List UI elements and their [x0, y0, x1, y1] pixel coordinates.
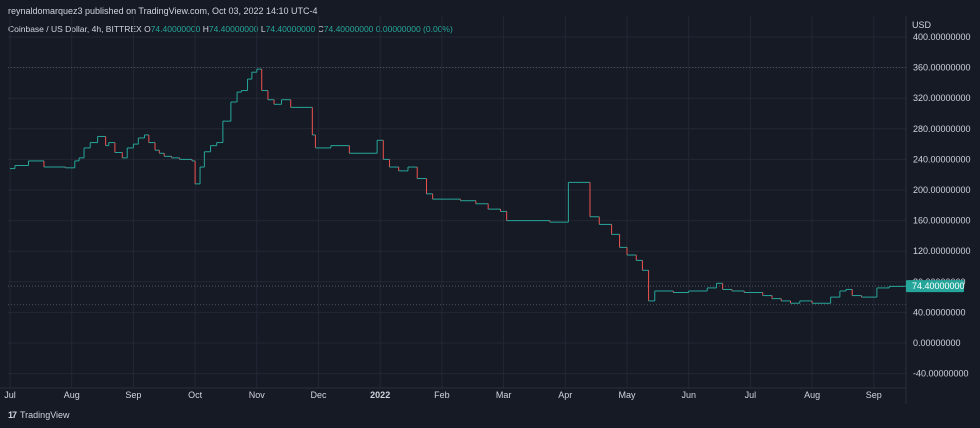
y-tick-label: 280.00000000	[913, 124, 971, 134]
x-tick-label: 2022	[370, 390, 390, 400]
x-tick-label: Oct	[188, 390, 203, 400]
x-tick-label: Aug	[804, 390, 820, 400]
y-tick-label: 400.00000000	[913, 32, 971, 42]
x-tick-label: Feb	[434, 390, 450, 400]
publisher-header: reynaldomarquez3 published on TradingVie…	[8, 6, 318, 16]
symbol-title: Coinbase / US Dollar, 4h, BITTREX	[8, 24, 142, 34]
currency-label: USD	[912, 20, 932, 30]
x-tick-label: Apr	[558, 390, 572, 400]
y-tick-label: 200.00000000	[913, 185, 971, 195]
y-tick-label: 40.00000000	[913, 307, 966, 317]
close-label: C	[317, 24, 324, 34]
x-tick-label: Jul	[745, 390, 757, 400]
tradingview-logo-icon: 17	[8, 410, 17, 420]
x-tick-label: Dec	[310, 390, 327, 400]
x-tick-label: Sep	[866, 390, 882, 400]
close-value: 74.40000000	[323, 24, 374, 34]
y-tick-label: -40.00000000	[913, 369, 969, 379]
tradingview-footer[interactable]: 17 TradingView	[8, 410, 70, 420]
x-tick-label: May	[618, 390, 636, 400]
y-tick-label: 320.00000000	[913, 93, 971, 103]
x-tick-label: Jul	[4, 390, 16, 400]
ohlc-legend: Coinbase / US Dollar, 4h, BITTREX O74.40…	[8, 24, 453, 34]
y-tick-label: 240.00000000	[913, 154, 971, 164]
current-price-badge	[906, 280, 964, 293]
tradingview-brand: TradingView	[20, 410, 70, 420]
x-tick-label: Aug	[64, 390, 80, 400]
high-label: H	[202, 24, 209, 34]
current-price-label: 74.40000000	[912, 281, 965, 291]
change-value: 0.00000000 (0.00%)	[375, 24, 453, 34]
x-tick-label: Mar	[496, 390, 512, 400]
x-tick-label: Sep	[125, 390, 141, 400]
open-value: 74.40000000	[150, 24, 201, 34]
open-label: O	[144, 24, 151, 34]
x-tick-label: Jun	[681, 390, 696, 400]
low-label: L	[260, 24, 266, 34]
y-tick-label: 360.00000000	[913, 63, 971, 73]
high-value: 74.40000000	[208, 24, 259, 34]
y-tick-label: 160.00000000	[913, 216, 971, 226]
y-tick-label: 0.00000000	[913, 338, 961, 348]
low-value: 74.40000000	[265, 24, 316, 34]
y-tick-label: 120.00000000	[913, 246, 971, 256]
x-tick-label: Nov	[249, 390, 266, 400]
